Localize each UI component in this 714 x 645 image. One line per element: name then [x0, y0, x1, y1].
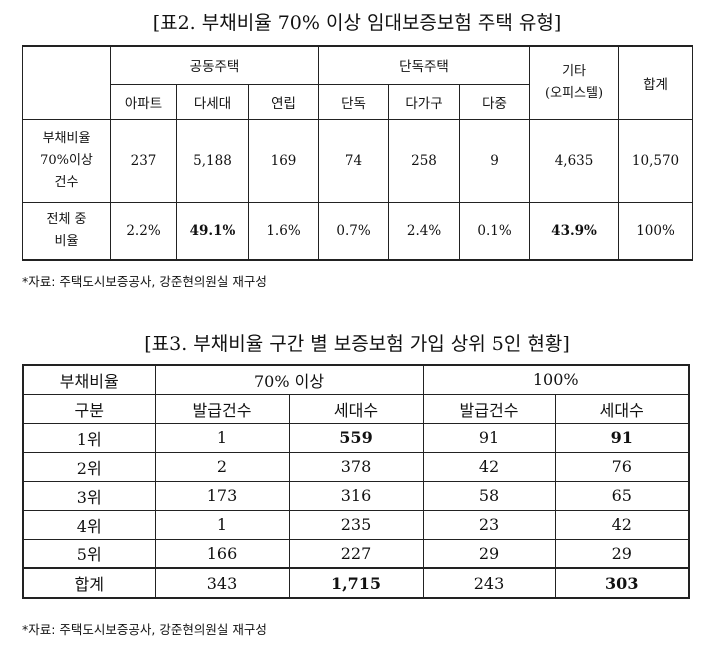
rank-cell: 2위 — [22, 451, 156, 482]
households-100-cell: 65 — [554, 480, 690, 511]
issued-100-cell: 243 — [422, 567, 556, 599]
count-cell: 4,635 — [529, 118, 620, 203]
ratio-cell: 100% — [618, 201, 694, 261]
table-row: 5위 166 227 29 29 — [22, 538, 690, 569]
table2-title: [표3. 부채비율 구간 별 보증보험 가입 상위 5인 현황] — [144, 333, 570, 355]
ratio-cell: 0.1% — [459, 201, 531, 261]
group-apartment-header: 공동주택 — [109, 45, 320, 85]
households-70-cell: 235 — [288, 509, 424, 540]
subcol-header: 다가구 — [388, 83, 461, 120]
group-detached-header: 단독주택 — [318, 45, 531, 85]
header-debt-ratio: 부채비율 — [22, 364, 156, 395]
table-row: 4위 1 235 23 42 — [22, 509, 690, 540]
ratio-cell: 1.6% — [247, 201, 320, 261]
table1-source-note: *자료: 주택도시보증공사, 강준현의원실 재구성 — [22, 274, 267, 289]
header-issued-100: 발급건수 — [422, 393, 556, 424]
table2-source-note: *자료: 주택도시보증공사, 강준현의원실 재구성 — [22, 622, 267, 637]
rank-cell: 4위 — [22, 509, 156, 540]
ratio-cell: 2.2% — [110, 201, 177, 261]
total-row: 합계 343 1,715 243 303 — [22, 567, 690, 599]
issued-70-cell: 166 — [154, 538, 290, 569]
etc-header: 기타 (오피스텔) — [529, 45, 620, 120]
ratio-cell: 0.7% — [318, 201, 390, 261]
households-100-cell: 76 — [554, 451, 690, 482]
ratio-cell: 43.9% — [529, 201, 620, 261]
issued-70-cell: 1 — [154, 509, 290, 540]
households-70-cell: 1,715 — [288, 567, 424, 599]
issued-70-cell: 343 — [154, 567, 290, 599]
subcol-header: 단독 — [318, 83, 390, 120]
rank-cell: 5위 — [22, 538, 156, 569]
table-row: 2위 2 378 42 76 — [22, 451, 690, 482]
households-70-cell: 227 — [288, 538, 424, 569]
households-100-cell: 91 — [554, 422, 690, 453]
table1-title: [표2. 부채비율 70% 이상 임대보증보험 주택 유형] — [152, 12, 562, 34]
issued-70-cell: 1 — [154, 422, 290, 453]
households-100-cell: 42 — [554, 509, 690, 540]
corner-cell — [22, 45, 111, 120]
header-issued-70: 발급건수 — [154, 393, 290, 424]
count-cell: 9 — [459, 118, 531, 203]
ratio-cell: 49.1% — [176, 201, 249, 261]
row-ratio-label: 전체 중 비율 — [22, 201, 111, 261]
issued-100-cell: 91 — [422, 422, 556, 453]
issued-100-cell: 42 — [422, 451, 556, 482]
issued-70-cell: 173 — [154, 480, 290, 511]
issued-100-cell: 58 — [422, 480, 556, 511]
total-header: 합계 — [618, 45, 694, 120]
subcol-header: 다세대 — [176, 83, 249, 120]
table-row: 3위 173 316 58 65 — [22, 480, 690, 511]
header-100-percent: 100% — [422, 364, 690, 395]
header-households-70: 세대수 — [288, 393, 424, 424]
count-cell: 74 — [318, 118, 390, 203]
issued-70-cell: 2 — [154, 451, 290, 482]
households-70-cell: 316 — [288, 480, 424, 511]
households-70-cell: 559 — [288, 422, 424, 453]
households-100-cell: 29 — [554, 538, 690, 569]
subcol-header: 아파트 — [110, 83, 177, 120]
issued-100-cell: 29 — [422, 538, 556, 569]
households-70-cell: 378 — [288, 451, 424, 482]
subcol-header: 연립 — [247, 83, 320, 120]
rank-cell: 3위 — [22, 480, 156, 511]
ratio-cell: 2.4% — [388, 201, 461, 261]
header-70-percent: 70% 이상 — [154, 364, 424, 395]
top5-guarantee-table: 부채비율 70% 이상 100% 구분 발급건수 세대수 발급건수 세대수 1위… — [22, 364, 690, 599]
count-cell: 169 — [247, 118, 320, 203]
rank-cell: 1위 — [22, 422, 156, 453]
issued-100-cell: 23 — [422, 509, 556, 540]
count-cell: 237 — [110, 118, 177, 203]
table-row: 1위 1 559 91 91 — [22, 422, 690, 453]
rank-cell: 합계 — [22, 567, 156, 599]
housing-type-table: 공동주택 단독주택 기타 (오피스텔) 합계 아파트 다세대 연립 단독 다가구… — [22, 45, 694, 261]
count-cell: 258 — [388, 118, 461, 203]
header-division: 구분 — [22, 393, 156, 424]
header-households-100: 세대수 — [554, 393, 690, 424]
row-count-label: 부채비율 70%이상 건수 — [22, 118, 111, 203]
subcol-header: 다중 — [459, 83, 531, 120]
count-cell: 10,570 — [618, 118, 694, 203]
households-100-cell: 303 — [554, 567, 690, 599]
count-cell: 5,188 — [176, 118, 249, 203]
